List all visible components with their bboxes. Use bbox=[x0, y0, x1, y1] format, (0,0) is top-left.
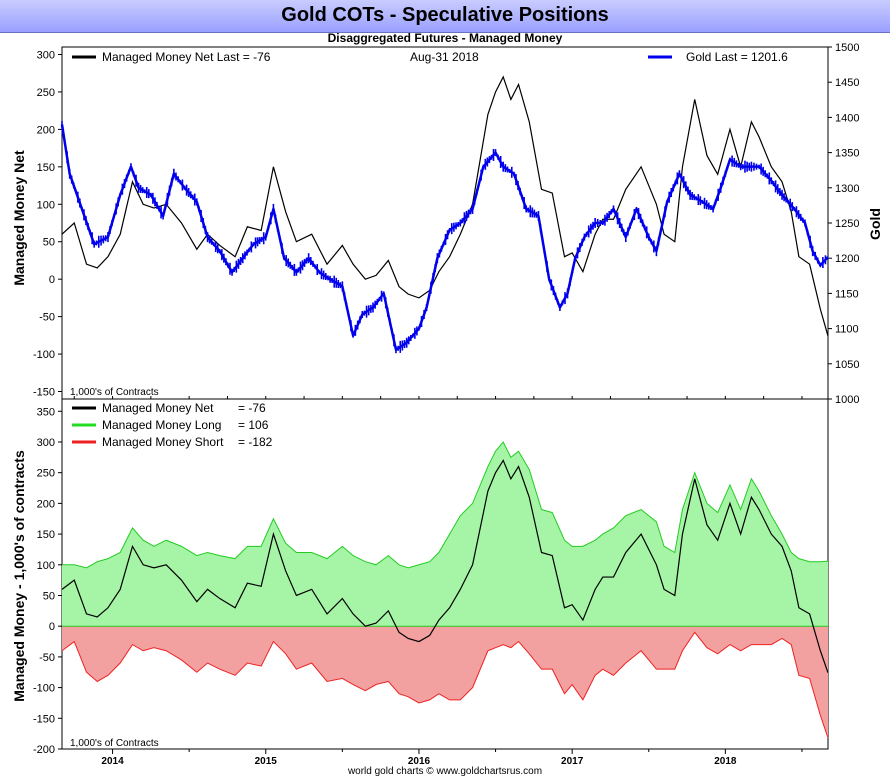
bottom-tick-label: 200 bbox=[37, 498, 55, 510]
top-right-tick-label: 1000 bbox=[835, 394, 859, 406]
bottom-tick-label: 300 bbox=[37, 437, 55, 449]
top-unit-note: 1,000's of Contracts bbox=[70, 387, 159, 398]
footer-credit: world gold charts © www.goldchartsrus.co… bbox=[347, 766, 543, 777]
top-right-tick-label: 1200 bbox=[835, 253, 859, 265]
top-left-tick-label: -50 bbox=[39, 312, 55, 324]
bottom-unit-note: 1,000's of Contracts bbox=[70, 738, 159, 749]
legend-short-value: = -182 bbox=[238, 435, 273, 449]
top-right-tick-label: 1350 bbox=[835, 148, 859, 160]
bottom-series-group bbox=[61, 441, 829, 739]
chart-title: Gold COTs - Speculative Positions bbox=[281, 4, 609, 26]
bottom-tick-label: 150 bbox=[37, 529, 55, 541]
bottom-tick-label: -50 bbox=[39, 652, 55, 664]
top-right-tick-label: 1100 bbox=[835, 324, 859, 336]
top-series-group bbox=[60, 75, 829, 354]
top-left-tick-label: 250 bbox=[37, 87, 55, 99]
top-panel: 300 250 200 150 100 50 0 -50 -100 -150 1500 1450 14… bbox=[11, 42, 883, 406]
top-right-axis: 1500 1450 1400 1350 1300 1250 1200 1150 1100 1050… bbox=[828, 42, 859, 406]
bottom-net-line bbox=[61, 459, 829, 674]
legend-date: Aug-31 2018 bbox=[410, 50, 479, 64]
top-right-axis-label: Gold bbox=[867, 208, 883, 240]
top-left-axis-label: Managed Money Net bbox=[11, 150, 27, 286]
top-right-tick-label: 1250 bbox=[835, 218, 859, 230]
bottom-panel: 350 300 250 200 150 100 50 0 -50 -100 -150 -200 Man… bbox=[11, 396, 829, 767]
bottom-tick-label: 50 bbox=[43, 590, 55, 602]
legend-long: Managed Money Long bbox=[102, 418, 221, 432]
top-left-axis: 300 250 200 150 100 50 0 -50 -100 -150 bbox=[33, 49, 62, 399]
top-left-tick-label: 0 bbox=[49, 274, 55, 286]
long-line bbox=[62, 441, 829, 569]
top-right-tick-label: 1300 bbox=[835, 183, 859, 195]
top-right-tick-label: 1150 bbox=[835, 288, 859, 300]
bottom-tick-label: -150 bbox=[33, 713, 55, 725]
bottom-left-axis: 350 300 250 200 150 100 50 0 -50 -100 -150 -200 bbox=[33, 406, 62, 756]
top-left-tick-label: 50 bbox=[43, 237, 55, 249]
bottom-tick-label: 250 bbox=[37, 468, 55, 480]
top-right-tick-label: 1450 bbox=[835, 77, 859, 89]
legend-short: Managed Money Short bbox=[102, 435, 224, 449]
chart-subtitle: Disaggregated Futures - Managed Money bbox=[327, 31, 563, 45]
year-tick-label: 2014 bbox=[101, 756, 124, 767]
bottom-tick-label: 350 bbox=[37, 406, 55, 418]
bottom-tick-label: 100 bbox=[37, 560, 55, 572]
legend-net-bottom-value: = -76 bbox=[238, 401, 266, 415]
bottom-tick-label: -100 bbox=[33, 683, 55, 695]
bottom-tick-label: -200 bbox=[33, 744, 55, 756]
legend-long-value: = 106 bbox=[238, 418, 269, 432]
bottom-tick-label: 0 bbox=[49, 621, 55, 633]
top-left-tick-label: 300 bbox=[37, 49, 55, 61]
legend-net-top: Managed Money Net Last = -76 bbox=[102, 50, 271, 64]
x-axis: 2014 2015 2016 2017 2018 bbox=[73, 396, 803, 767]
title-banner: Gold COTs - Speculative Positions bbox=[0, 0, 890, 33]
legend-gold: Gold Last = 1201.6 bbox=[686, 50, 788, 64]
top-left-tick-label: 200 bbox=[37, 124, 55, 136]
bottom-axis-label: Managed Money - 1,000's of contracts bbox=[11, 450, 27, 702]
year-tick-label: 2016 bbox=[408, 756, 431, 767]
year-tick-label: 2018 bbox=[714, 756, 737, 767]
top-left-tick-label: -150 bbox=[33, 387, 55, 399]
top-left-tick-label: 100 bbox=[37, 199, 55, 211]
top-right-tick-label: 1400 bbox=[835, 112, 859, 124]
top-right-tick-label: 1050 bbox=[835, 359, 859, 371]
year-tick-label: 2015 bbox=[255, 756, 278, 767]
year-tick-label: 2017 bbox=[561, 756, 584, 767]
top-plot-frame bbox=[61, 46, 829, 400]
top-left-tick-label: 150 bbox=[37, 162, 55, 174]
top-right-tick-label: 1500 bbox=[835, 42, 859, 54]
long-area bbox=[62, 441, 828, 627]
top-left-tick-label: -100 bbox=[33, 349, 55, 361]
legend-net-bottom: Managed Money Net bbox=[102, 401, 214, 415]
short-line bbox=[61, 631, 829, 739]
